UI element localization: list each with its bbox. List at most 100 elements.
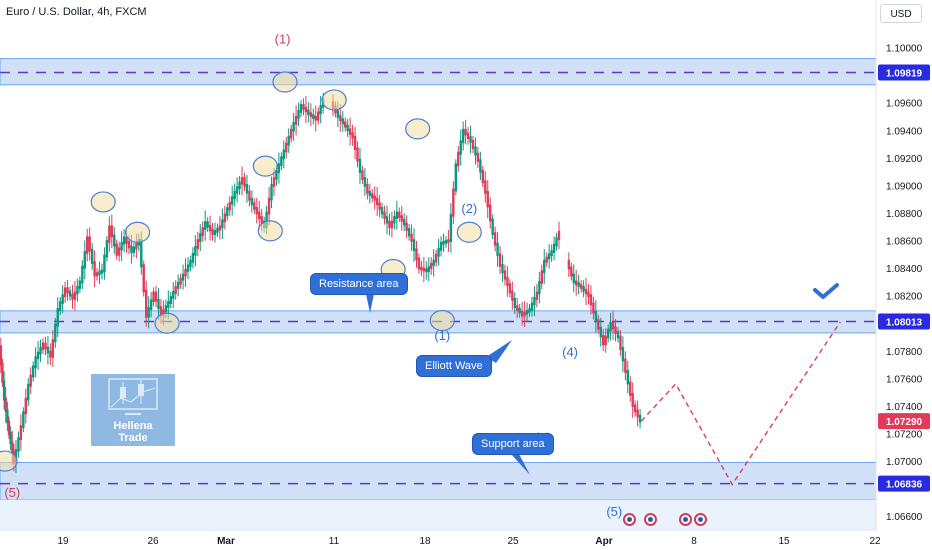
candle-body bbox=[422, 267, 426, 272]
candle-body bbox=[395, 211, 399, 219]
economic-event-icon[interactable] bbox=[679, 513, 692, 526]
candle-body bbox=[93, 261, 96, 277]
economic-event-icon[interactable] bbox=[623, 513, 636, 526]
candle-body bbox=[59, 301, 62, 311]
price-tag bbox=[878, 413, 930, 430]
y-tick-label: 1.08800 bbox=[886, 209, 923, 220]
candle-body bbox=[501, 263, 504, 274]
candle-body bbox=[66, 287, 69, 294]
candle-body bbox=[594, 310, 598, 322]
candle-body bbox=[86, 236, 89, 254]
candle-body bbox=[181, 273, 185, 281]
candle-body bbox=[162, 309, 165, 317]
economic-event-icon[interactable] bbox=[694, 513, 707, 526]
economic-event-icon[interactable] bbox=[644, 513, 657, 526]
price-tag bbox=[878, 475, 930, 492]
candle-body bbox=[196, 239, 199, 249]
candle-body bbox=[348, 128, 352, 135]
candle-body bbox=[582, 286, 585, 292]
candle-body bbox=[614, 326, 617, 334]
candle-body bbox=[172, 291, 175, 299]
candle-body bbox=[538, 280, 541, 295]
candle-body bbox=[540, 270, 543, 284]
candle-body bbox=[629, 381, 632, 396]
candle-body bbox=[122, 236, 126, 245]
candle-body bbox=[250, 197, 254, 206]
candle-body bbox=[127, 241, 131, 249]
candle-body bbox=[461, 128, 465, 144]
zone-resistance-top bbox=[0, 58, 877, 86]
candle-body bbox=[208, 224, 212, 232]
candle-body bbox=[105, 240, 109, 258]
candle-body bbox=[383, 211, 386, 219]
price-tag bbox=[878, 64, 930, 81]
candle-body bbox=[218, 225, 222, 231]
candle-body bbox=[498, 253, 502, 267]
candle-body bbox=[147, 307, 150, 318]
candle-body bbox=[606, 328, 610, 339]
candle-body bbox=[157, 298, 160, 309]
candle-body bbox=[575, 280, 578, 286]
candle-body bbox=[602, 334, 605, 346]
candle-body bbox=[344, 121, 347, 128]
candle-body bbox=[203, 221, 207, 230]
candle-body bbox=[589, 294, 593, 306]
candle-body bbox=[390, 220, 394, 229]
candle-body bbox=[604, 335, 607, 346]
y-tick-label: 1.10000 bbox=[886, 44, 923, 55]
candle-body bbox=[68, 290, 72, 297]
candle-body bbox=[125, 236, 128, 244]
candle-body bbox=[24, 397, 27, 415]
wave-label: (1) bbox=[275, 31, 291, 46]
candle-body bbox=[484, 180, 487, 194]
price-tag bbox=[878, 313, 930, 330]
swing-circle-marker bbox=[272, 71, 298, 93]
candle-body bbox=[489, 204, 492, 222]
candle-body bbox=[375, 197, 379, 206]
candle-body bbox=[356, 147, 359, 162]
candle-body bbox=[584, 288, 588, 295]
swing-circle-marker bbox=[257, 220, 283, 242]
plot-area bbox=[0, 0, 876, 550]
candle-body bbox=[9, 432, 12, 445]
candle-body bbox=[135, 242, 138, 250]
currency-button[interactable]: USD bbox=[880, 4, 922, 23]
candle-body bbox=[292, 122, 295, 132]
candle-body bbox=[88, 236, 91, 252]
candle-body bbox=[51, 339, 55, 358]
candle-body bbox=[83, 251, 86, 269]
candle-body bbox=[61, 294, 64, 304]
resistance-area-callout: Resistance area bbox=[311, 274, 407, 294]
candle-body bbox=[469, 136, 472, 143]
y-tick-label: 1.06600 bbox=[886, 512, 923, 523]
candle-body bbox=[179, 277, 182, 285]
candle-body bbox=[474, 146, 477, 156]
candle-body bbox=[299, 104, 303, 113]
candle-body bbox=[248, 190, 251, 201]
x-tick-label: Mar bbox=[217, 536, 235, 547]
candle-body bbox=[417, 257, 421, 270]
elliott-wave-callout: Elliott Wave bbox=[417, 356, 491, 376]
candle-body bbox=[530, 302, 534, 311]
candle-body bbox=[164, 305, 168, 313]
zone-support-area bbox=[0, 461, 877, 501]
candle-body bbox=[572, 273, 575, 284]
candle-body bbox=[304, 106, 308, 113]
candle-body bbox=[535, 291, 539, 300]
candle-body bbox=[260, 216, 263, 224]
candle-body bbox=[513, 297, 516, 309]
candle-body bbox=[363, 177, 367, 187]
candle-body bbox=[201, 227, 204, 236]
candle-body bbox=[228, 201, 231, 211]
wave-label: (1) bbox=[434, 328, 450, 343]
logo-line1: Hellena bbox=[113, 420, 153, 432]
support-band-lower bbox=[0, 499, 876, 530]
candle-body bbox=[577, 282, 580, 287]
candle-body bbox=[211, 228, 214, 236]
candle-body bbox=[388, 220, 391, 229]
candle-body bbox=[491, 218, 494, 236]
candle-body bbox=[525, 309, 529, 315]
swing-circle-marker bbox=[321, 89, 347, 111]
candle-body bbox=[631, 393, 634, 408]
